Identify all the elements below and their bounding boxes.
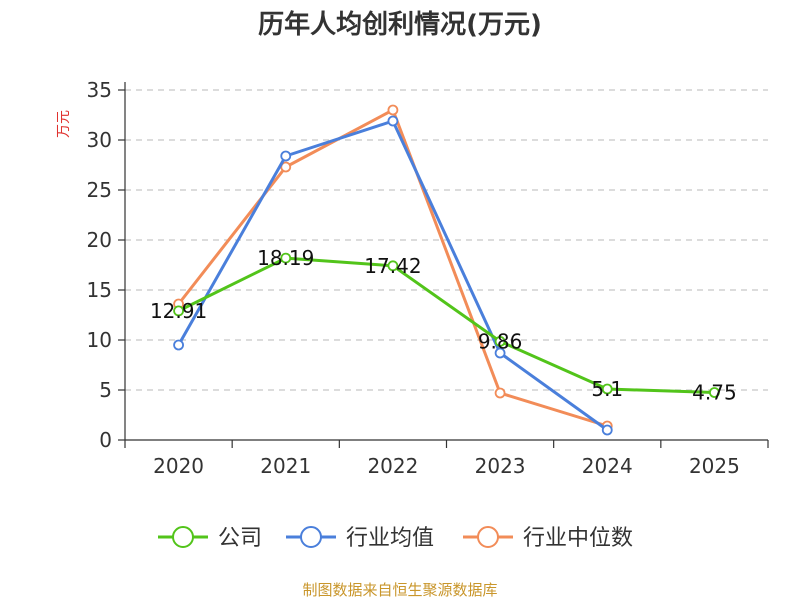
x-tick-labels: 2020 2021 2022 2023 2024 2025 <box>153 454 740 478</box>
y-tick-label: 20 <box>87 228 112 252</box>
data-point[interactable] <box>173 305 184 317</box>
y-tick-labels: 0 5 10 15 20 25 30 35 <box>87 78 112 452</box>
legend-item-1[interactable]: 行业均值 <box>286 526 434 551</box>
data-label: 12.91 <box>150 299 207 323</box>
chart-title: 历年人均创利情况(万元) <box>258 9 542 40</box>
data-point[interactable] <box>280 161 292 173</box>
y-tick-label: 15 <box>87 278 112 302</box>
data-point[interactable] <box>601 424 613 436</box>
x-tick-label: 2024 <box>582 454 633 478</box>
legend-item-2[interactable]: 行业中位数 <box>463 526 633 551</box>
data-label: 17.42 <box>364 254 421 278</box>
data-point[interactable] <box>280 150 292 162</box>
legend-marker <box>300 526 322 548</box>
data-labels: 12.91 18.19 17.42 9.86 5.1 4.75 <box>150 246 737 404</box>
y-tick-label: 30 <box>87 128 112 152</box>
x-tick-label: 2020 <box>153 454 204 478</box>
data-label: 5.1 <box>591 377 623 401</box>
data-label: 4.75 <box>692 381 737 405</box>
data-point[interactable] <box>280 252 292 264</box>
data-point[interactable] <box>387 260 399 272</box>
data-point[interactable] <box>494 387 506 399</box>
y-tick-label: 10 <box>87 328 112 352</box>
data-point[interactable] <box>709 387 720 398</box>
legend-marker <box>477 526 499 548</box>
data-point[interactable] <box>494 347 506 359</box>
data-point[interactable] <box>387 115 399 127</box>
legend[interactable]: 公司 行业均值 行业中位数 <box>158 526 633 551</box>
data-label: 18.19 <box>257 246 314 270</box>
data-point[interactable] <box>173 339 184 351</box>
data-label: 9.86 <box>478 329 523 353</box>
y-tick-label: 5 <box>99 378 112 402</box>
x-tick-label: 2022 <box>367 454 418 478</box>
y-tick-label: 35 <box>87 78 112 102</box>
y-tick-label: 25 <box>87 178 112 202</box>
y-axis-label: 万元 <box>56 110 72 138</box>
x-tick-label: 2021 <box>260 454 311 478</box>
x-tick-label: 2023 <box>475 454 526 478</box>
series-line-0 <box>177 256 715 394</box>
x-tick-label: 2025 <box>689 454 740 478</box>
legend-marker <box>172 526 194 548</box>
data-point[interactable] <box>601 383 613 395</box>
y-tick-label: 0 <box>99 428 112 452</box>
series-lines <box>173 104 720 436</box>
legend-item-0[interactable]: 公司 <box>158 526 262 551</box>
data-point[interactable] <box>387 104 399 116</box>
data-point[interactable] <box>494 335 506 347</box>
legend-label: 行业中位数 <box>523 526 633 551</box>
legend-label: 行业均值 <box>346 526 434 551</box>
legend-label: 公司 <box>218 526 262 551</box>
axes <box>118 82 769 448</box>
source-note: 制图数据来自恒生聚源数据库 <box>302 581 497 599</box>
